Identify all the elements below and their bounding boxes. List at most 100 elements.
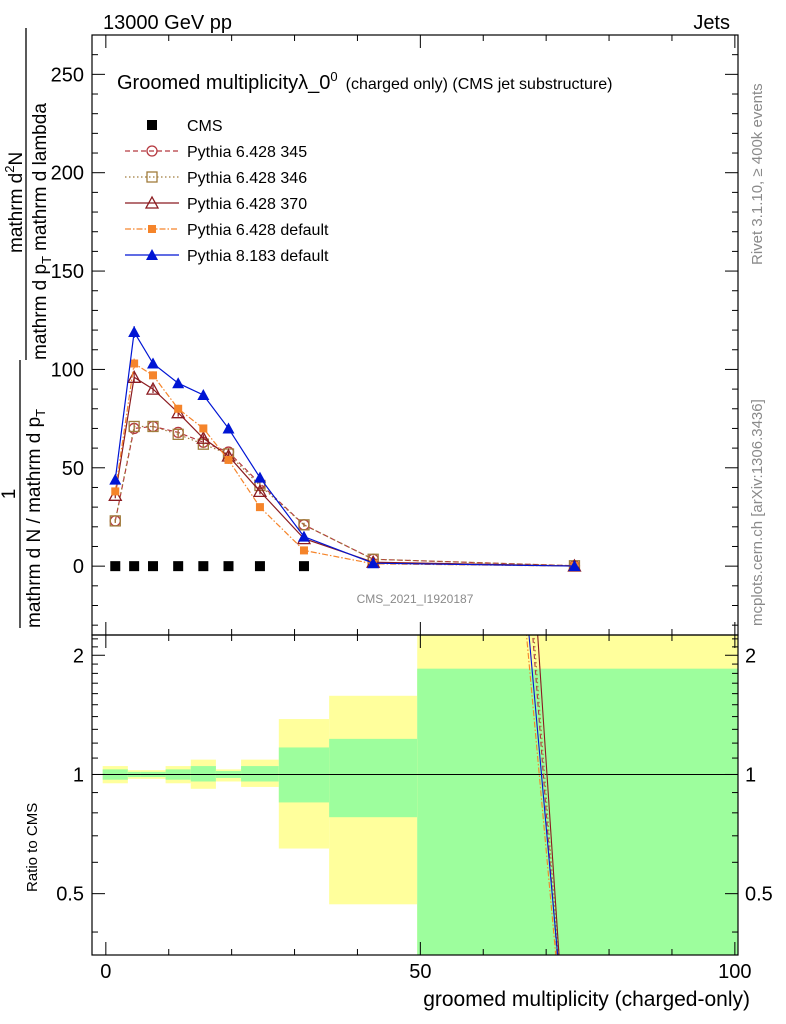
- series-line-p8def: [114, 330, 575, 567]
- main-plot-area: [92, 35, 738, 635]
- legend-label-p345: Pythia 6.428 345: [187, 144, 307, 161]
- legend-label-p8def: Pythia 8.183 default: [187, 248, 329, 265]
- point-cms-3: [173, 561, 184, 572]
- legend-entry-cms: CMS: [147, 118, 223, 135]
- legend-marker-p6def: [148, 225, 156, 233]
- point-cms-6: [254, 561, 265, 572]
- x-axis-label: groomed multiplicity (charged-only): [423, 988, 750, 1011]
- ratio-band-green-8: [329, 738, 418, 818]
- ratio-curve-p6def: [525, 635, 557, 955]
- y-label-numerator: mathrm d2N: [2, 152, 27, 253]
- point-p8def-5: [222, 422, 235, 434]
- point-p346-1: [128, 420, 140, 433]
- legend-entry-p345: Pythia 6.428 345: [125, 144, 307, 161]
- point-p8def-8: [367, 557, 380, 569]
- point-cms-2: [148, 561, 159, 572]
- legend-label-cms: CMS: [187, 118, 223, 135]
- watermark-label: CMS_2021_I1920187: [357, 592, 474, 606]
- legend-marker-cms: [147, 120, 157, 130]
- ratio-tick-label-left-2: 2: [73, 645, 84, 667]
- point-p346-7: [298, 519, 310, 531]
- legend-marker-p370: [144, 195, 160, 209]
- ratio-tick-label-right-1: 1: [745, 764, 756, 786]
- legend-entry-p346: Pythia 6.428 346: [125, 170, 307, 187]
- legend: CMS Pythia 6.428 345 Pythia 6.428 346 Pythi…: [125, 118, 329, 265]
- y-tick-label-0: 0: [73, 556, 84, 578]
- x-tick-label-0: 0: [100, 961, 111, 983]
- point-p8def-7: [297, 530, 310, 542]
- point-p346-2: [147, 420, 159, 433]
- main-panel: [92, 35, 738, 635]
- y-label-prefix-den-sub: T: [33, 409, 48, 417]
- point-p370-1: [127, 369, 142, 383]
- ratio-tick-label-right-2: 2: [745, 645, 756, 667]
- ratio-band-green-6: [241, 766, 279, 782]
- y-label-prefix-den-text: mathrm d N / mathrm d p: [24, 417, 45, 628]
- y-label-num-end: N: [6, 152, 27, 166]
- ratio-tick-label-left-0: 0.5: [56, 884, 84, 906]
- point-p8def-0: [109, 473, 122, 485]
- series-line-p6def: [114, 362, 575, 567]
- legend-label-p370: Pythia 6.428 370: [187, 196, 307, 213]
- y-label-denominator: mathrm d pTmathrm d lambda: [30, 103, 54, 360]
- point-cms-1: [129, 561, 140, 572]
- point-p8def-2: [147, 357, 160, 369]
- y-label-num-sup: 2: [2, 166, 17, 173]
- ratio-band-green-4: [190, 766, 216, 782]
- ratio-curve-p370: [537, 635, 560, 955]
- legend-marker-p8def: [146, 249, 158, 260]
- ratio-axis-label: Ratio to CMS: [24, 803, 41, 892]
- y-axis-label: 1 mathrm d N / mathrm d pT mathrm d2N ma…: [0, 28, 54, 628]
- point-cms-5: [223, 561, 234, 572]
- x-tick-label-1: 50: [409, 961, 431, 983]
- point-p370-6: [252, 484, 268, 498]
- point-p8def-4: [197, 389, 210, 400]
- legend-marker-p345: [146, 145, 158, 157]
- series-p8def: [109, 326, 581, 572]
- point-p346-0: [109, 515, 121, 527]
- point-p6def-4: [199, 424, 208, 433]
- point-p370-2: [145, 381, 161, 395]
- chart-axes: 0 50 100 150 200 250 0 50 100 0.5 0.5 1 1 2 2: [51, 34, 773, 983]
- point-p8def-9: [568, 560, 581, 572]
- point-p8def-6: [253, 471, 266, 483]
- y-label-num-main: mathrm d: [6, 173, 27, 253]
- point-p6def-7: [299, 546, 308, 555]
- point-p346-3: [172, 428, 184, 440]
- legend-label-p6def: Pythia 6.428 default: [187, 222, 329, 239]
- point-p8def-3: [172, 377, 185, 389]
- ratio-panel: [92, 635, 738, 955]
- ratio-frame: [91, 634, 739, 956]
- point-p8def-1: [128, 326, 141, 338]
- chart-title: Groomed multiplicityλ_00 (charged only) (…: [117, 69, 612, 94]
- y-tick-label-5: 250: [51, 64, 84, 86]
- ratio-tick-label-right-0: 0.5: [745, 884, 773, 906]
- ratio-tick-label-left-1: 1: [73, 764, 84, 786]
- chart-marks: [108, 326, 582, 572]
- rivet-label: Rivet 3.1.10, ≥ 400k events: [749, 83, 766, 265]
- legend-entry-p8def: Pythia 8.183 default: [125, 248, 329, 265]
- y-label-den-sub: T: [39, 256, 54, 264]
- point-cms-7: [298, 561, 309, 572]
- legend-label-p346: Pythia 6.428 346: [187, 170, 307, 187]
- y-tick-label-4: 200: [51, 163, 84, 185]
- ratio-curve-p346: [533, 635, 559, 955]
- point-p6def-1: [130, 359, 139, 368]
- y-label-den-a: mathrm d p: [30, 264, 51, 360]
- point-cms-4: [198, 561, 209, 572]
- chart-title-suffix: (charged only) (CMS jet substructure): [346, 76, 613, 93]
- y-label-den-b: mathrm d lambda: [30, 103, 51, 251]
- y-tick-label-3: 150: [51, 261, 84, 283]
- header-right: Jets: [693, 12, 730, 34]
- point-p6def-0: [111, 487, 120, 496]
- y-label-prefix: 1: [0, 489, 20, 500]
- chart-title-main: Groomed multiplicityλ_0: [117, 72, 330, 94]
- point-p6def-5: [224, 455, 233, 464]
- ratio-curve-p8def: [528, 635, 559, 955]
- mcplots-label: mcplots.cern.ch [arXiv:1306.3436]: [749, 399, 766, 626]
- legend-marker-p346: [146, 171, 158, 183]
- chart-title-sup: 0: [330, 69, 337, 84]
- header-left: 13000 GeV pp: [103, 12, 232, 34]
- point-cms-0: [110, 561, 121, 572]
